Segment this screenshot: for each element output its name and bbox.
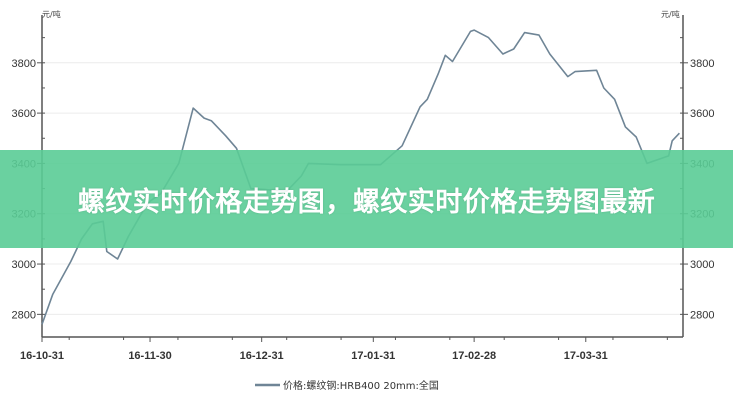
banner-title: 螺纹实时价格走势图，螺纹实时价格走势图最新 xyxy=(77,186,656,218)
title-banner: 螺纹实时价格走势图，螺纹实时价格走势图最新 xyxy=(0,150,733,248)
x-tick-label: 16-12-31 xyxy=(240,350,284,362)
y-tick-label-right: 3600 xyxy=(690,108,714,120)
left-unit-label: 元/吨 xyxy=(42,9,61,19)
y-tick-label-right: 3000 xyxy=(690,259,714,271)
legend: 价格:螺纹钢:HRB400 20mm:全国 xyxy=(255,379,439,392)
legend-label: 价格:螺纹钢:HRB400 20mm:全国 xyxy=(283,379,439,392)
y-tick-label-left: 2800 xyxy=(12,309,36,321)
x-tick-label: 16-10-31 xyxy=(20,350,64,362)
y-tick-label-right: 2800 xyxy=(690,309,714,321)
y-tick-label-left: 3800 xyxy=(12,58,36,70)
x-tick-labels: 16-10-31 16-11-30 16-12-31 17-01-31 17-02-28… xyxy=(20,350,608,362)
y-tick-label-left: 3000 xyxy=(12,259,36,271)
right-unit-label: 元/吨 xyxy=(661,9,680,19)
x-tick-label: 17-03-31 xyxy=(564,350,608,362)
y-tick-label-right: 3800 xyxy=(690,58,714,70)
x-tick-label: 17-02-28 xyxy=(452,350,496,362)
x-tick-label: 17-01-31 xyxy=(351,350,395,362)
y-tick-label-left: 3600 xyxy=(12,108,36,120)
x-tick-label: 16-11-30 xyxy=(128,350,171,362)
